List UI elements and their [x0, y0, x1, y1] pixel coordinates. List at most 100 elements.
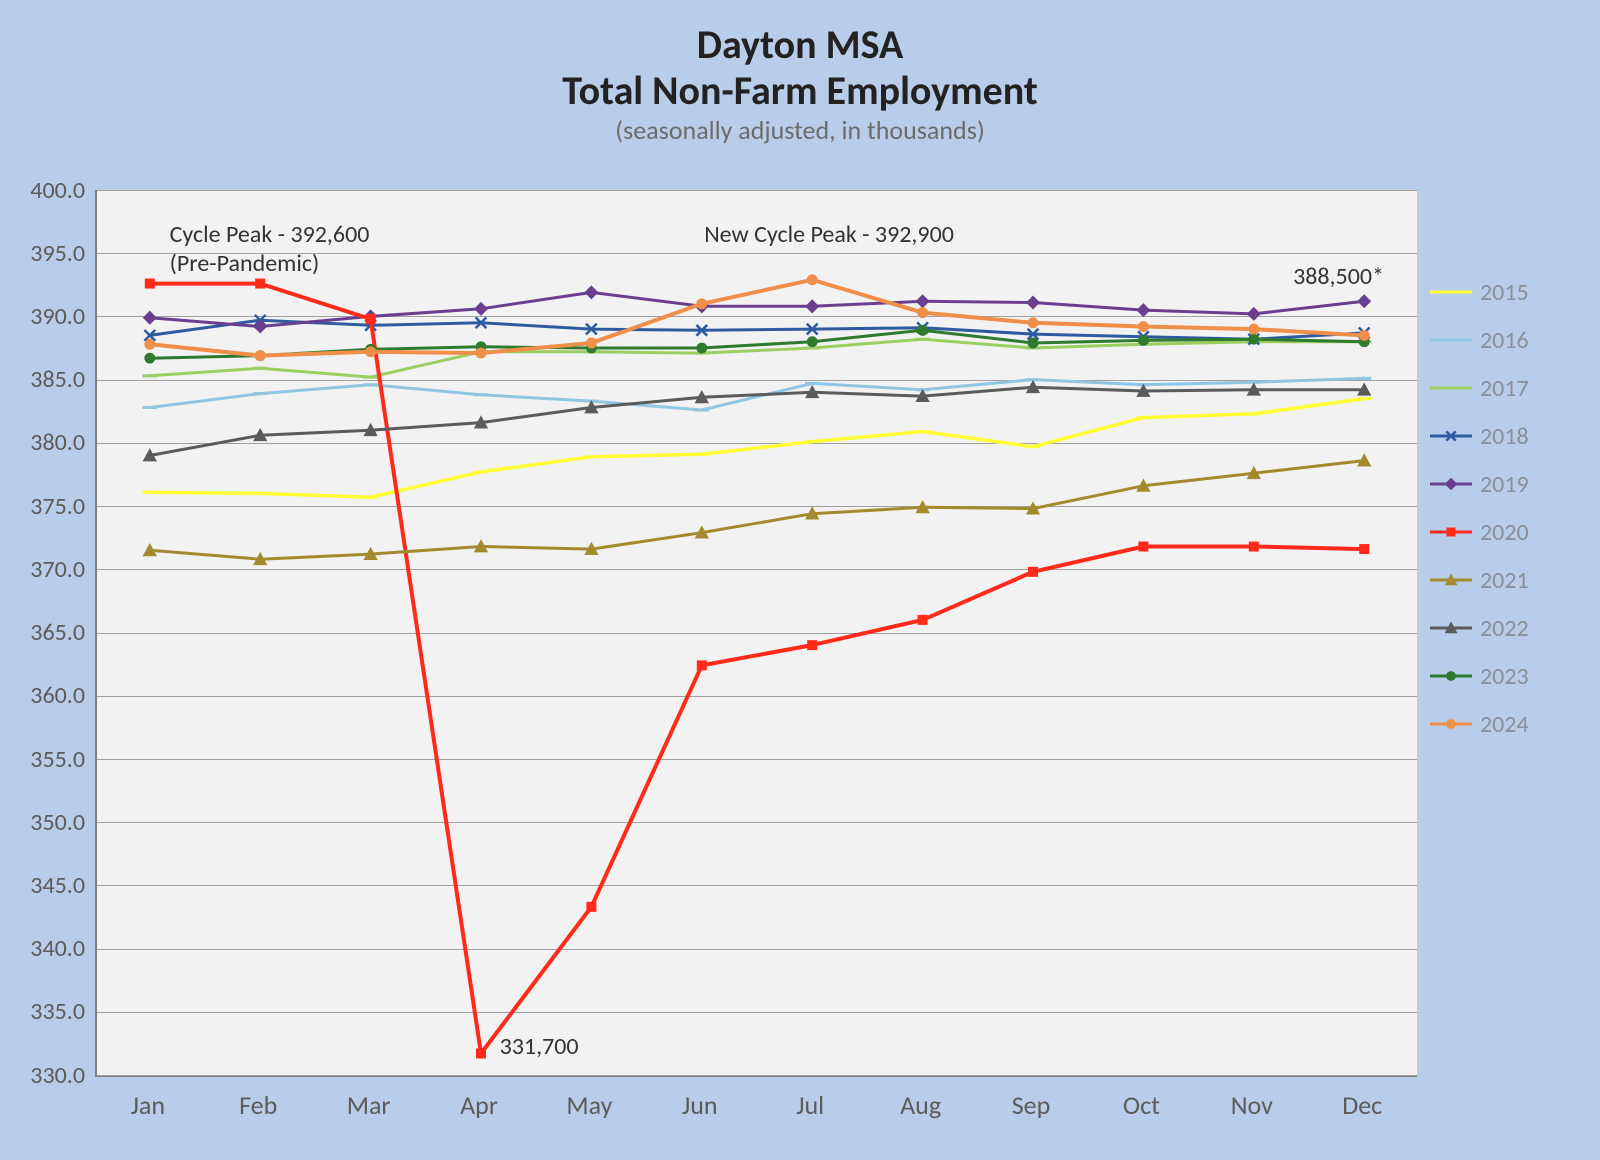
- title-line2: Total Non-Farm Employment: [0, 68, 1600, 114]
- series-marker-2019: [475, 303, 488, 316]
- series-marker-2020: [587, 902, 596, 911]
- x-tick-label: Jul: [775, 1089, 845, 1121]
- series-marker-2020: [477, 1049, 486, 1058]
- annotation: 388,500*: [1293, 262, 1384, 291]
- legend-swatch: [1430, 715, 1472, 733]
- series-line-2018: [150, 320, 1364, 339]
- series-marker-2019: [1027, 296, 1040, 309]
- y-tick-label: 375.0: [5, 492, 85, 521]
- legend-label: 2021: [1480, 566, 1529, 595]
- y-tick-label: 360.0: [5, 681, 85, 710]
- legend-label: 2020: [1480, 518, 1529, 547]
- legend-label: 2016: [1480, 326, 1529, 355]
- series-marker-2019: [916, 295, 929, 308]
- series-marker-2024: [145, 339, 155, 349]
- series-marker-2024: [255, 351, 265, 361]
- series-marker-2023: [918, 325, 928, 335]
- series-marker-2019: [806, 300, 819, 313]
- legend-item-2016: 2016: [1430, 316, 1529, 364]
- chart-page: Dayton MSA Total Non-Farm Employment (se…: [0, 0, 1600, 1160]
- series-line-2020: [150, 284, 1364, 1054]
- y-tick-label: 330.0: [5, 1061, 85, 1090]
- x-tick-label: Jan: [113, 1089, 183, 1121]
- series-marker-2023: [1028, 338, 1038, 348]
- x-tick-label: Apr: [444, 1089, 514, 1121]
- legend-label: 2024: [1480, 710, 1529, 739]
- legend-item-2020: 2020: [1430, 508, 1529, 556]
- legend-label: 2019: [1480, 470, 1529, 499]
- series-marker-2020: [366, 314, 375, 323]
- series-marker-2024: [697, 299, 707, 309]
- legend-swatch: [1430, 283, 1472, 301]
- legend-swatch: [1430, 619, 1472, 637]
- x-tick-label: Aug: [886, 1089, 956, 1121]
- series-line-2021: [150, 461, 1364, 560]
- series-marker-2020: [1249, 542, 1258, 551]
- series-marker-2019: [1358, 295, 1371, 308]
- legend-label: 2022: [1480, 614, 1529, 643]
- y-tick-label: 390.0: [5, 302, 85, 331]
- series-marker-2024: [586, 338, 596, 348]
- y-tick-label: 335.0: [5, 997, 85, 1026]
- legend: 2015 2016 2017 2018 2019 2020 2021 2022 2023 2024: [1430, 268, 1529, 748]
- legend-item-2015: 2015: [1430, 268, 1529, 316]
- series-marker-2020: [256, 279, 265, 288]
- legend-swatch: [1430, 475, 1472, 493]
- subtitle: (seasonally adjusted, in thousands): [0, 114, 1600, 146]
- x-tick-label: May: [554, 1089, 624, 1121]
- series-marker-2024: [366, 347, 376, 357]
- y-tick-label: 355.0: [5, 745, 85, 774]
- series-marker-2019: [1248, 308, 1261, 321]
- plot-area: Cycle Peak - 392,600 (Pre-Pandemic)New C…: [95, 190, 1417, 1077]
- x-tick-label: Oct: [1106, 1089, 1176, 1121]
- series-marker-2023: [697, 343, 707, 353]
- series-marker-2023: [1138, 336, 1148, 346]
- series-marker-2020: [1139, 542, 1148, 551]
- legend-swatch: [1430, 379, 1472, 397]
- legend-swatch: [1430, 427, 1472, 445]
- series-marker-2024: [807, 275, 817, 285]
- legend-item-2019: 2019: [1430, 460, 1529, 508]
- annotation: Cycle Peak - 392,600 (Pre-Pandemic): [170, 220, 370, 278]
- y-tick-label: 345.0: [5, 871, 85, 900]
- y-tick-label: 380.0: [5, 428, 85, 457]
- gridline: [97, 1075, 1417, 1076]
- series-marker-2024: [476, 348, 486, 358]
- y-tick-label: 350.0: [5, 808, 85, 837]
- y-tick-label: 340.0: [5, 934, 85, 963]
- series-marker-2023: [145, 353, 155, 363]
- y-tick-label: 370.0: [5, 555, 85, 584]
- x-tick-label: Jun: [665, 1089, 735, 1121]
- x-tick-label: Sep: [996, 1089, 1066, 1121]
- series-marker-2024: [918, 308, 928, 318]
- legend-label: 2015: [1480, 278, 1529, 307]
- line-chart-svg: [97, 190, 1417, 1075]
- title-line1: Dayton MSA: [0, 22, 1600, 68]
- series-marker-2020: [1360, 545, 1369, 554]
- series-marker-2024: [1359, 330, 1369, 340]
- legend-item-2023: 2023: [1430, 652, 1529, 700]
- legend-swatch: [1430, 523, 1472, 541]
- title-block: Dayton MSA Total Non-Farm Employment (se…: [0, 22, 1600, 146]
- x-tick-label: Mar: [334, 1089, 404, 1121]
- series-marker-2024: [1138, 322, 1148, 332]
- legend-swatch: [1430, 667, 1472, 685]
- legend-item-2021: 2021: [1430, 556, 1529, 604]
- series-marker-2023: [1249, 334, 1259, 344]
- x-tick-label: Nov: [1217, 1089, 1287, 1121]
- annotation: 331,700: [500, 1032, 579, 1061]
- legend-item-2018: 2018: [1430, 412, 1529, 460]
- y-tick-label: 385.0: [5, 365, 85, 394]
- legend-item-2022: 2022: [1430, 604, 1529, 652]
- series-marker-2024: [1249, 324, 1259, 334]
- legend-item-2017: 2017: [1430, 364, 1529, 412]
- series-marker-2020: [808, 641, 817, 650]
- series-marker-2020: [918, 615, 927, 624]
- legend-item-2024: 2024: [1430, 700, 1529, 748]
- legend-label: 2023: [1480, 662, 1529, 691]
- legend-label: 2017: [1480, 374, 1529, 403]
- series-marker-2020: [697, 661, 706, 670]
- series-marker-2020: [145, 279, 154, 288]
- series-marker-2019: [144, 311, 157, 324]
- series-line-2019: [150, 292, 1364, 326]
